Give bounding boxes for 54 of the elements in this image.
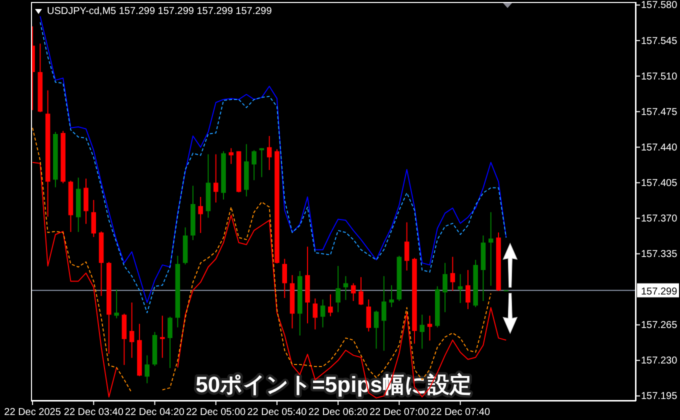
candlestick xyxy=(404,222,410,272)
candlestick xyxy=(213,154,218,204)
candlestick xyxy=(366,298,372,332)
candlestick xyxy=(343,276,348,300)
candlestick xyxy=(358,276,364,306)
candlestick xyxy=(328,294,333,317)
candlestick xyxy=(466,270,470,310)
candlestick xyxy=(144,354,150,384)
x-tick-label: 22 Dec 06:20 xyxy=(308,407,368,418)
y-tick-label: 157.440 xyxy=(641,142,678,154)
x-tick-label: 22 Dec 07:40 xyxy=(430,407,490,418)
x-tick-label: 22 Dec 05:00 xyxy=(186,407,246,418)
y-tick-label: 157.545 xyxy=(641,36,678,47)
candlestick xyxy=(336,265,340,313)
candlestick xyxy=(427,315,432,342)
candlestick xyxy=(266,136,272,171)
candlestick xyxy=(320,298,326,328)
y-tick-label: 157.510 xyxy=(641,71,678,82)
ref-line-label: 157.299 xyxy=(641,286,678,298)
y-tick-label: 157.580 xyxy=(641,0,678,12)
candlestick xyxy=(198,196,203,234)
y-tick-label: 157.335 xyxy=(641,248,678,260)
candlestick xyxy=(389,284,394,308)
x-tick-label: 22 Dec 07:00 xyxy=(369,407,430,418)
candlestick xyxy=(458,274,463,304)
y-tick-label: 157.475 xyxy=(641,106,678,118)
y-tick-label: 157.370 xyxy=(641,213,678,224)
candlestick xyxy=(420,314,424,350)
candlestick xyxy=(114,288,119,319)
candlestick xyxy=(160,315,165,358)
candlestick xyxy=(84,178,88,224)
candlestick xyxy=(350,282,356,302)
candlestick xyxy=(259,148,264,178)
candlestick xyxy=(91,199,96,238)
y-tick-label: 157.265 xyxy=(641,320,678,332)
x-tick-label: 22 Dec 2025 xyxy=(4,407,62,418)
candlestick xyxy=(168,316,172,368)
x-tick-label: 22 Dec 04:20 xyxy=(125,407,185,418)
candlestick xyxy=(450,256,456,292)
candlestick xyxy=(129,302,134,358)
candlestick xyxy=(442,262,448,313)
x-tick-label: 22 Dec 03:40 xyxy=(64,407,124,418)
y-tick-label: 157.230 xyxy=(641,356,678,367)
candlestick xyxy=(374,310,379,350)
candlestick xyxy=(228,148,234,164)
y-tick-label: 157.405 xyxy=(641,178,678,189)
x-tick-label: 22 Dec 05:40 xyxy=(247,407,308,418)
candlestick xyxy=(488,212,494,286)
candlestick xyxy=(282,258,287,298)
y-tick-label: 157.195 xyxy=(641,391,678,402)
candlestick xyxy=(382,276,386,352)
chart-title: USDJPY-cd,M5 157.299 157.299 157.299 157.299 xyxy=(47,6,272,17)
candlestick xyxy=(252,150,256,181)
candlestick xyxy=(312,298,318,330)
